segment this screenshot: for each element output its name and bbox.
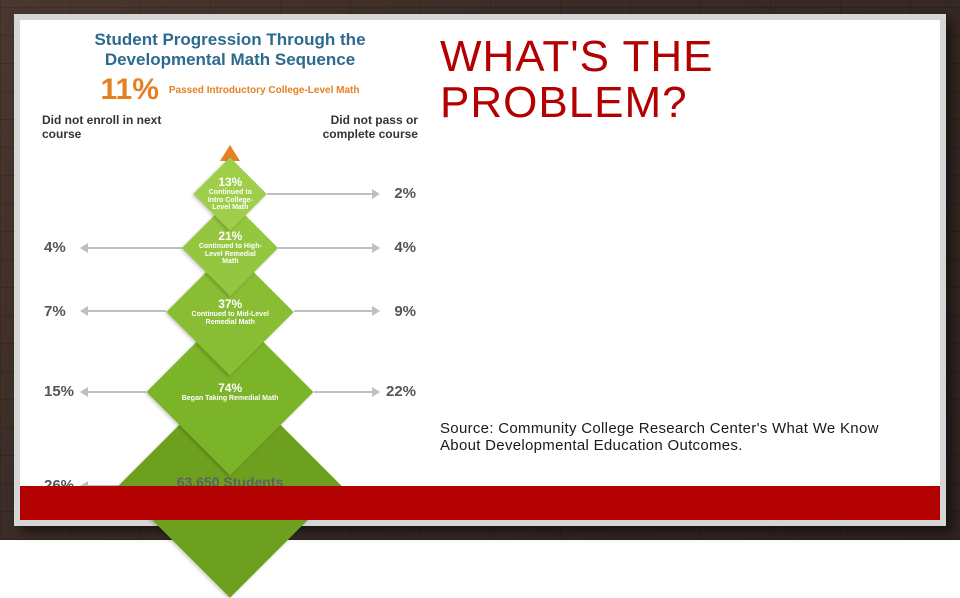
- diamond: 13%Continued to Intro College-Level Math: [193, 157, 267, 231]
- diamond-label: 13%Continued to Intro College-Level Math: [204, 175, 256, 212]
- right-header: Did not pass or complete course: [298, 113, 418, 141]
- left-arrow-icon: [86, 391, 146, 393]
- source-citation: Source: Community College Research Cente…: [440, 420, 930, 454]
- pyramid: 26%15%74%Began Taking Remedial Math22%7%…: [30, 173, 430, 501]
- bottom-bar: [20, 486, 940, 520]
- right-arrow-icon: [278, 247, 374, 249]
- slide-title: WHAT'S THE PROBLEM?: [440, 34, 930, 126]
- highlight-pct: 11%: [101, 73, 159, 107]
- infographic-title: Student Progression Through the Developm…: [30, 24, 430, 69]
- infographic-panel: Student Progression Through the Developm…: [30, 24, 430, 492]
- right-arrow-icon: [267, 193, 374, 195]
- highlight-text: Passed Introductory College-Level Math: [169, 85, 360, 96]
- slide: Student Progression Through the Developm…: [0, 0, 960, 540]
- right-arrow-icon: [294, 310, 374, 312]
- inner: Student Progression Through the Developm…: [20, 20, 940, 520]
- diamond-label: 21%Continued to High-Level Remedial Math: [196, 229, 264, 266]
- card: Student Progression Through the Developm…: [14, 14, 946, 526]
- infographic-highlight: 11% Passed Introductory College-Level Ma…: [30, 69, 430, 113]
- left-pct: 15%: [30, 383, 86, 400]
- left-pct: 7%: [30, 303, 86, 320]
- diamond-label: 37%Continued to Mid-Level Remedial Math: [185, 297, 275, 326]
- left-header: Did not enroll in next course: [42, 113, 162, 141]
- right-pct: 2%: [374, 185, 430, 202]
- left-pct: 4%: [30, 239, 86, 256]
- left-arrow-icon: [86, 247, 182, 249]
- right-pct: 9%: [374, 303, 430, 320]
- right-panel: WHAT'S THE PROBLEM? Source: Community Co…: [440, 24, 930, 470]
- diamond-label: 74%Began Taking Remedial Math: [171, 381, 289, 403]
- right-arrow-icon: [314, 391, 374, 393]
- left-arrow-icon: [86, 310, 166, 312]
- pyramid-level: 13%Continued to Intro College-Level Math…: [30, 175, 430, 212]
- right-pct: 4%: [374, 239, 430, 256]
- right-pct: 22%: [374, 383, 430, 400]
- column-headers: Did not enroll in next course Did not pa…: [30, 113, 430, 141]
